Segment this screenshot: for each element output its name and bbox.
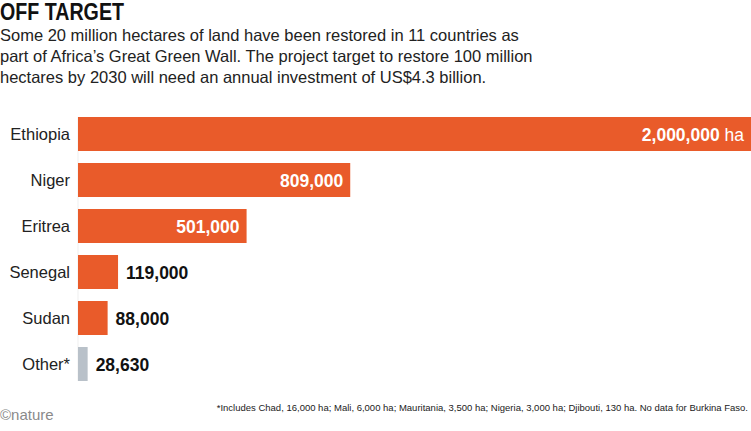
bar: [78, 301, 108, 335]
category-label: Ethiopia: [10, 125, 70, 143]
category-label: Sudan: [22, 309, 70, 327]
bar: [78, 209, 247, 243]
data-label-unit: ha: [720, 125, 745, 145]
bar: [78, 347, 88, 381]
chart: OFF TARGETSome 20 million hectares of la…: [0, 0, 751, 431]
source: ©nature: [0, 406, 54, 423]
bars: [78, 117, 751, 381]
labels: Ethiopia 2,000,000 ha Niger 809,000 Eritrea 5…: [9, 125, 744, 375]
footnote: *Includes Chad, 16,000 ha; Mali, 6,000 h…: [217, 402, 748, 413]
subtitle: part of Africa’s Great Green Wall. The p…: [0, 47, 533, 65]
bar: [78, 163, 350, 197]
data-label: 119,000: [126, 263, 189, 283]
data-label: 501,000: [176, 217, 240, 237]
subtitle: Some 20 million hectares of land have be…: [0, 26, 519, 44]
data-label: 809,000: [280, 171, 344, 191]
data-label: 28,630: [96, 355, 150, 375]
data-label-number: 2,000,000: [642, 125, 720, 145]
category-label: Other*: [22, 355, 70, 373]
category-label: Eritrea: [21, 217, 70, 235]
category-label: Niger: [31, 171, 71, 189]
bar: [78, 117, 751, 151]
category-label: Senegal: [9, 263, 70, 281]
axis-line: [78, 117, 79, 381]
subtitle: hectares by 2030 will need an annual inv…: [0, 68, 486, 86]
title: OFF TARGET: [0, 0, 124, 25]
data-label: 88,000: [116, 309, 170, 329]
data-label: 2,000,000 ha: [642, 125, 744, 145]
bar: [78, 255, 118, 289]
